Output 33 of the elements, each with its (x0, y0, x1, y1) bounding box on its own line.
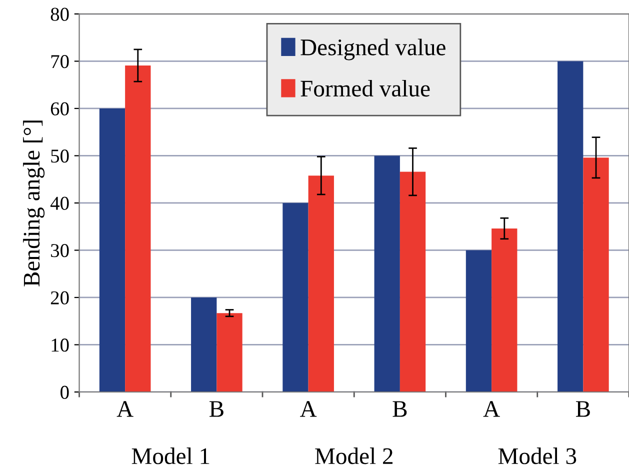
y-tick-label: 60 (50, 102, 69, 116)
y-tick-label: 30 (51, 244, 69, 258)
y-tick-label: 20 (50, 291, 69, 304)
bar (125, 65, 151, 392)
legend-label: Formed value (300, 80, 430, 97)
y-tick-label: 0 (60, 386, 69, 399)
text: Model 2 (315, 448, 392, 464)
y-tick-label: 50 (51, 150, 69, 163)
x-tick-label: A (300, 401, 317, 417)
x-tick-label: B (209, 401, 224, 417)
bar (400, 172, 426, 392)
bar (191, 297, 217, 392)
bar (216, 313, 242, 392)
x-tick-label: A (483, 401, 500, 417)
bar (583, 158, 609, 392)
y-tick-label: 10 (52, 338, 69, 352)
x-tick-label: A (116, 401, 134, 417)
x-tick-label: B (392, 401, 407, 417)
bar (282, 202, 308, 392)
y-tick-label: 40 (50, 196, 69, 210)
bar (466, 250, 492, 392)
text: Model 3 (498, 448, 576, 464)
bar (99, 108, 126, 392)
bar (492, 228, 518, 392)
y-tick-label: 80 (50, 8, 69, 21)
legend-label: Designed value (300, 38, 446, 60)
text: Model 1 (132, 448, 210, 464)
y-tick-label: 70 (51, 55, 69, 68)
bar (308, 176, 334, 392)
bar (374, 156, 400, 392)
y-axis-title: Bending angle [°] (23, 120, 45, 286)
x-tick-label: B (576, 401, 590, 417)
bar (558, 61, 584, 392)
